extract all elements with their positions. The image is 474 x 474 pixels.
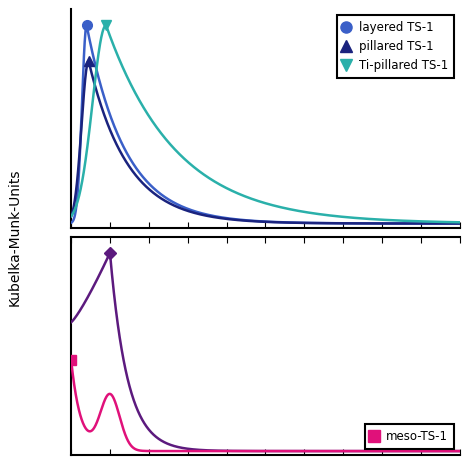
Legend: meso-TS-1: meso-TS-1	[365, 424, 454, 449]
Text: Kubelka-Munk-Units: Kubelka-Munk-Units	[7, 168, 21, 306]
Legend: layered TS-1, pillared TS-1, Ti-pillared TS-1: layered TS-1, pillared TS-1, Ti-pillared…	[337, 15, 454, 78]
